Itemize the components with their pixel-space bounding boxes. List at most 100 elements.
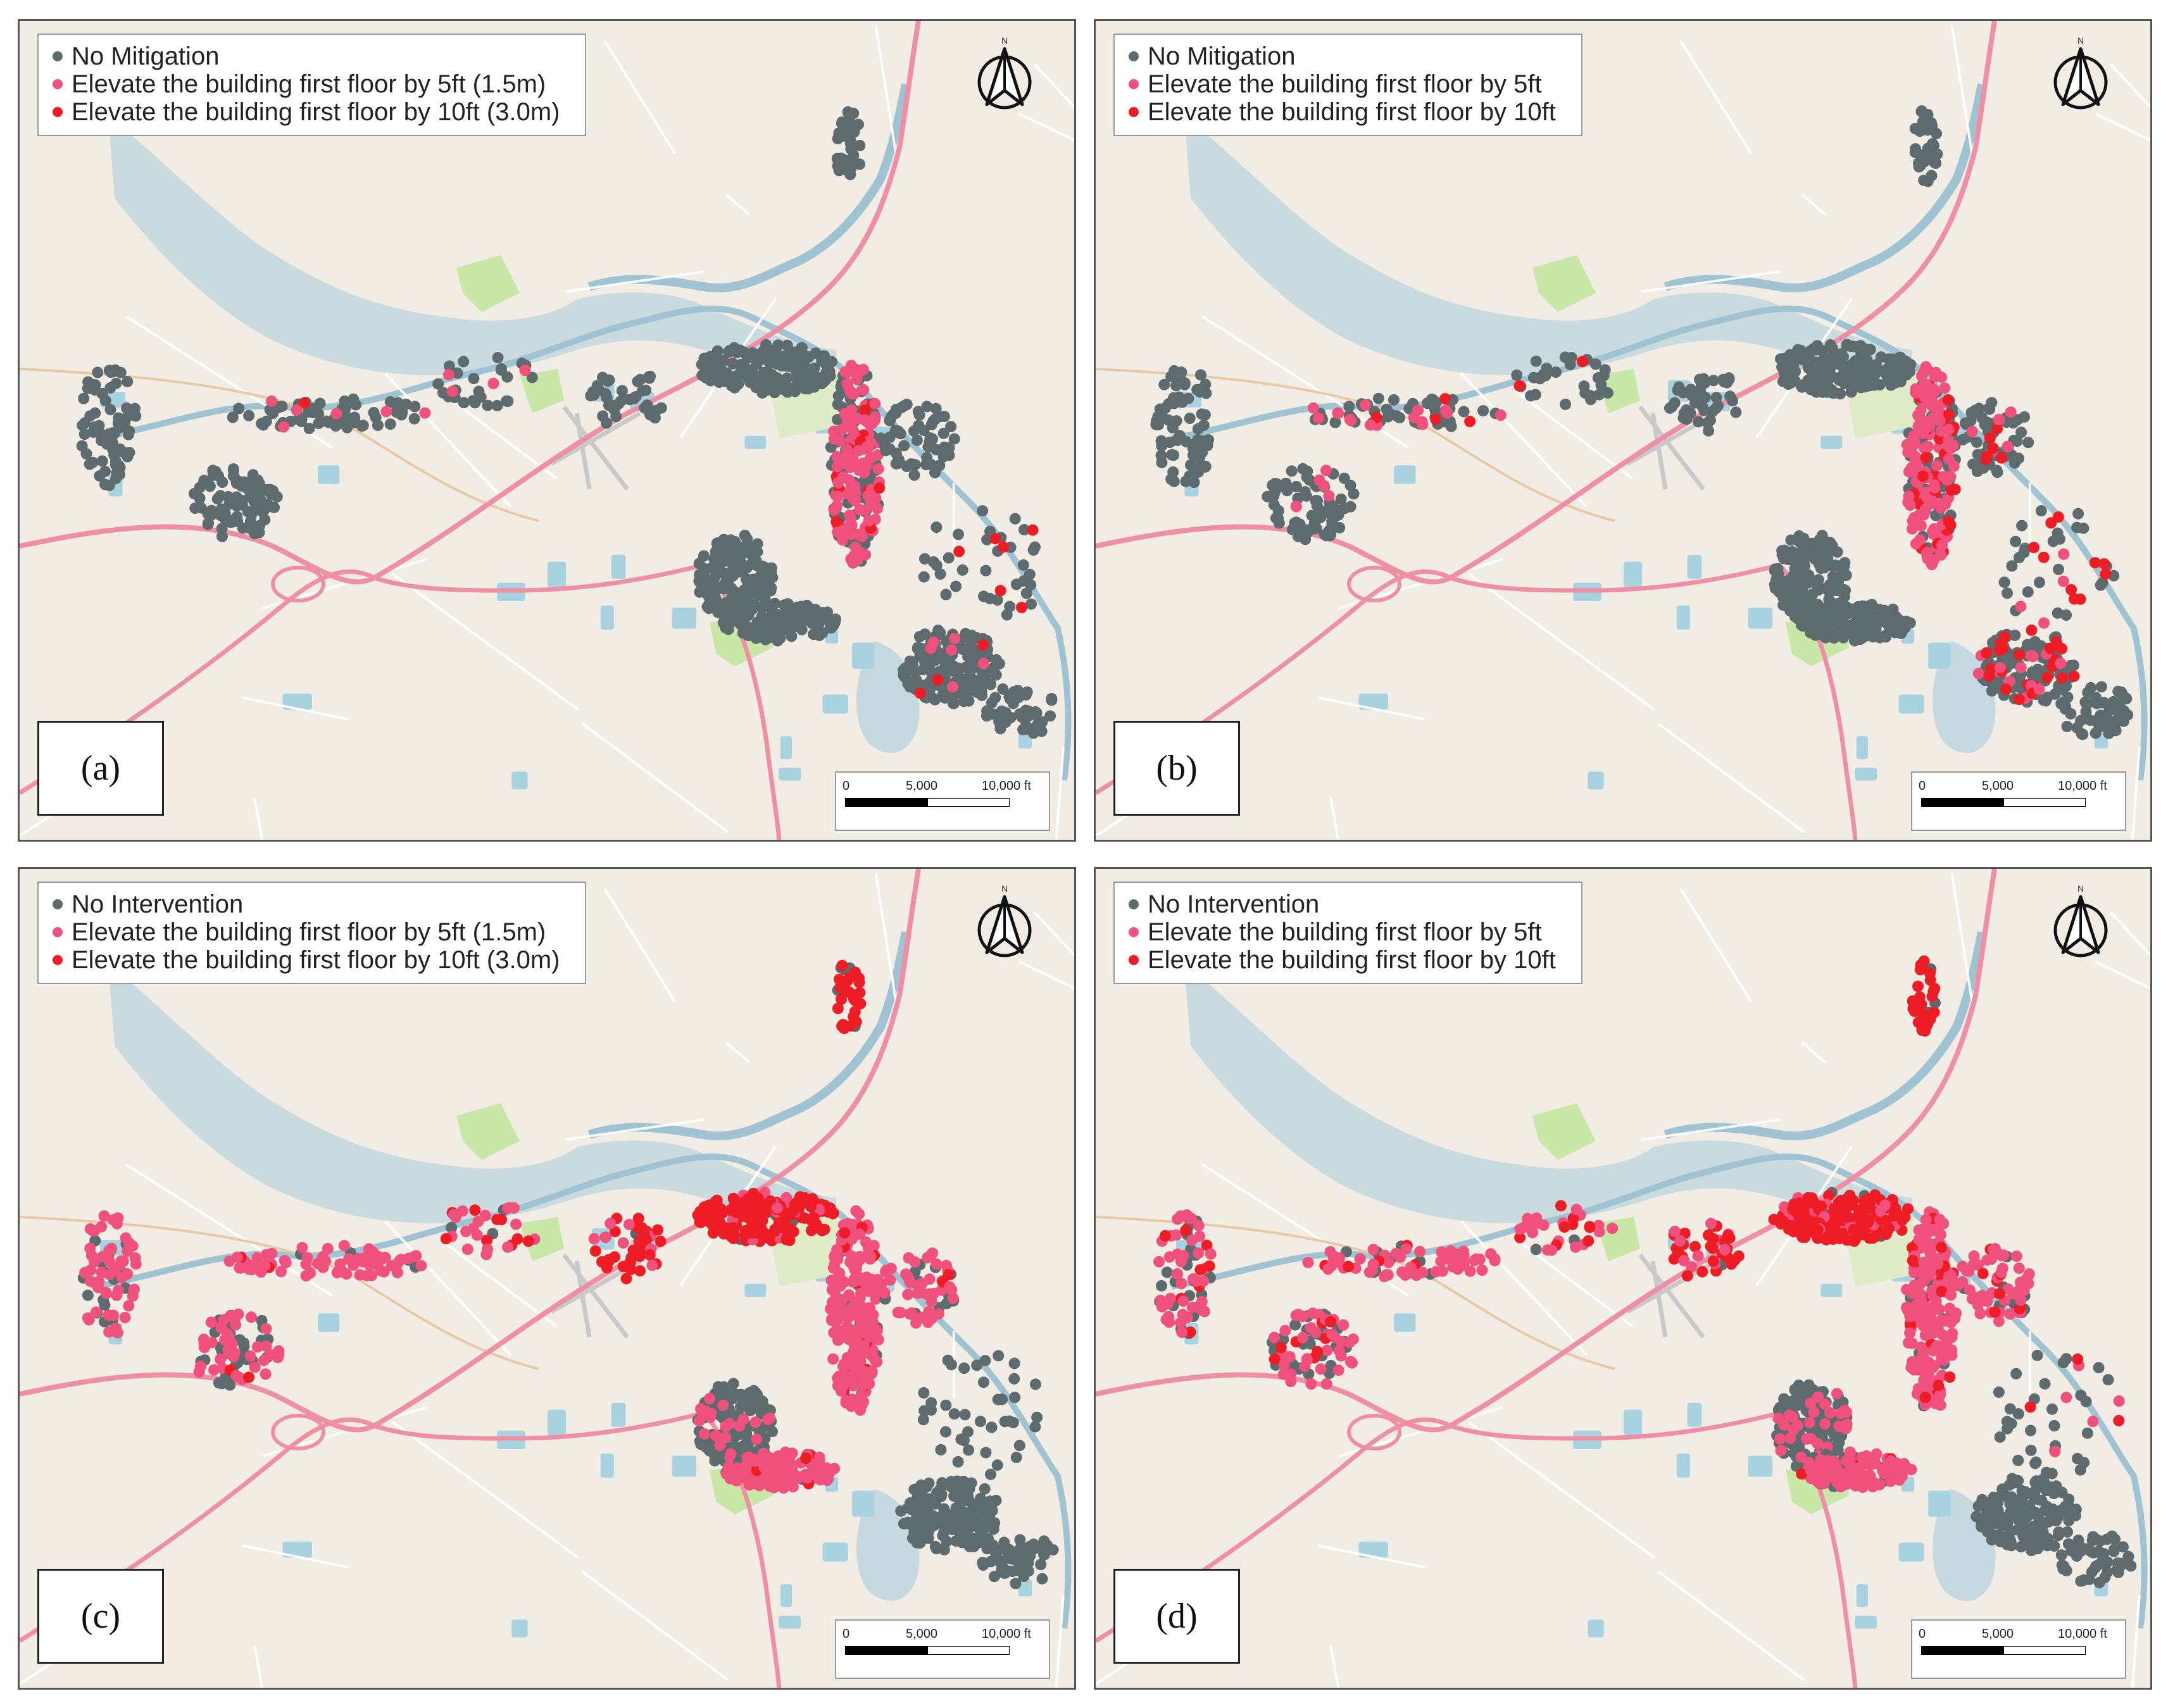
building-point-elevate-5ft — [119, 1312, 131, 1323]
map-panel-d: No Intervention Elevate the building fir… — [1094, 867, 2152, 1690]
building-point-elevate-5ft — [2038, 617, 2050, 629]
building-point-no-mitigation — [958, 1435, 970, 1447]
road — [242, 696, 349, 721]
building-point-elevate-10ft — [1798, 1223, 1810, 1235]
building-point-elevate-10ft — [1917, 470, 1929, 482]
building-point-elevate-10ft — [1668, 1253, 1680, 1265]
building-point-elevate-10ft — [2052, 511, 2064, 523]
building-point-no-mitigation — [103, 428, 115, 440]
building-point-no-mitigation — [261, 483, 273, 496]
road — [2109, 63, 2150, 109]
building-point-elevate-5ft — [482, 1244, 493, 1256]
building-point-no-mitigation — [966, 1510, 978, 1521]
building-point-elevate-5ft — [861, 459, 873, 471]
building-point-elevate-5ft — [771, 1202, 783, 1214]
building-point-elevate-10ft — [800, 1452, 812, 1464]
building-point-elevate-5ft — [1417, 418, 1429, 430]
building-point-elevate-10ft — [977, 639, 989, 651]
cluster-midRiver — [432, 352, 538, 411]
building-point-no-mitigation — [1458, 406, 1470, 418]
legend-label: No Intervention — [72, 890, 244, 918]
building-point-elevate-10ft — [1439, 393, 1451, 405]
building-point-no-mitigation — [741, 562, 753, 574]
building-point-no-mitigation — [1578, 380, 1590, 392]
building-point-elevate-5ft — [829, 1250, 841, 1262]
building-point-no-mitigation — [803, 368, 814, 380]
park — [1532, 255, 1596, 312]
north-label: N — [1001, 883, 1008, 894]
pond — [1623, 1409, 1643, 1435]
building-point-no-mitigation — [644, 370, 656, 382]
building-point-no-mitigation — [641, 403, 653, 415]
building-point-elevate-5ft — [1972, 668, 1984, 680]
building-point-elevate-10ft — [634, 1250, 646, 1262]
building-point-no-mitigation — [1986, 685, 1998, 697]
building-point-elevate-5ft — [853, 1312, 865, 1325]
building-point-elevate-5ft — [1538, 1219, 1550, 1231]
building-point-no-mitigation — [988, 1571, 1000, 1583]
legend-item-10ft: Elevate the building first floor by 10ft… — [53, 946, 560, 974]
building-point-elevate-5ft — [764, 1452, 775, 1464]
building-point-elevate-5ft — [1546, 1244, 1557, 1256]
building-point-elevate-5ft — [251, 1252, 263, 1264]
road — [1318, 1544, 1425, 1569]
road — [384, 1220, 512, 1356]
building-point-no-mitigation — [1796, 620, 1808, 632]
cluster-nePoints — [1909, 105, 1943, 187]
building-point-no-mitigation — [1184, 413, 1196, 424]
building-point-elevate-10ft — [1996, 452, 2008, 464]
cluster-bend — [1668, 1218, 1745, 1282]
building-point-no-mitigation — [1696, 379, 1707, 391]
building-point-elevate-5ft — [334, 1258, 346, 1270]
cluster-northBig — [692, 1187, 839, 1247]
building-point-no-mitigation — [765, 628, 777, 640]
scale-tick-5000: 5,000 — [906, 1627, 938, 1641]
building-point-no-mitigation — [92, 366, 104, 378]
building-point-elevate-5ft — [331, 1267, 343, 1278]
building-point-elevate-10ft — [1464, 416, 1476, 427]
building-point-no-mitigation — [1926, 170, 1938, 182]
building-point-no-mitigation — [1727, 395, 1738, 407]
building-point-elevate-5ft — [843, 1289, 855, 1301]
building-point-no-mitigation — [980, 1447, 992, 1459]
pond — [600, 1453, 614, 1478]
building-point-elevate-10ft — [836, 959, 848, 971]
building-point-elevate-10ft — [854, 987, 866, 999]
building-point-elevate-10ft — [1943, 408, 1955, 420]
building-point-elevate-5ft — [1910, 383, 1922, 395]
building-point-no-mitigation — [1175, 366, 1187, 378]
building-point-no-mitigation — [1807, 369, 1819, 381]
building-point-no-mitigation — [2022, 437, 2034, 449]
building-point-elevate-10ft — [638, 1228, 650, 1240]
building-point-no-mitigation — [1167, 422, 1179, 434]
building-point-no-mitigation — [1710, 402, 1722, 415]
building-point-elevate-5ft — [1936, 1352, 1948, 1364]
building-point-no-mitigation — [1009, 1392, 1021, 1404]
building-point-elevate-5ft — [1929, 371, 1941, 383]
building-point-no-mitigation — [854, 140, 866, 151]
cluster-eastArc — [825, 1205, 886, 1416]
building-point-elevate-5ft — [1920, 416, 1932, 428]
building-point-no-mitigation — [254, 494, 266, 506]
building-point-no-mitigation — [1685, 383, 1697, 396]
building-point-elevate-5ft — [947, 1292, 959, 1304]
building-point-no-mitigation — [963, 1444, 975, 1456]
building-point-no-mitigation — [492, 352, 504, 364]
building-point-elevate-5ft — [866, 1365, 878, 1377]
building-point-no-mitigation — [256, 505, 268, 517]
building-point-no-mitigation — [2035, 505, 2047, 517]
pond — [1898, 1542, 1924, 1562]
building-point-no-mitigation — [781, 372, 793, 384]
building-point-elevate-5ft — [855, 1404, 866, 1416]
building-points — [76, 106, 1058, 739]
building-point-no-mitigation — [770, 345, 782, 357]
building-point-no-mitigation — [112, 467, 124, 479]
building-point-elevate-5ft — [940, 1259, 952, 1271]
building-point-elevate-10ft — [589, 1245, 601, 1257]
building-point-elevate-5ft — [1918, 509, 1930, 521]
building-point-elevate-10ft — [2100, 568, 2112, 580]
building-point-elevate-5ft — [243, 1263, 255, 1275]
road — [1055, 747, 1065, 840]
building-point-elevate-5ft — [842, 1218, 854, 1230]
building-point-elevate-10ft — [1582, 1235, 1595, 1247]
